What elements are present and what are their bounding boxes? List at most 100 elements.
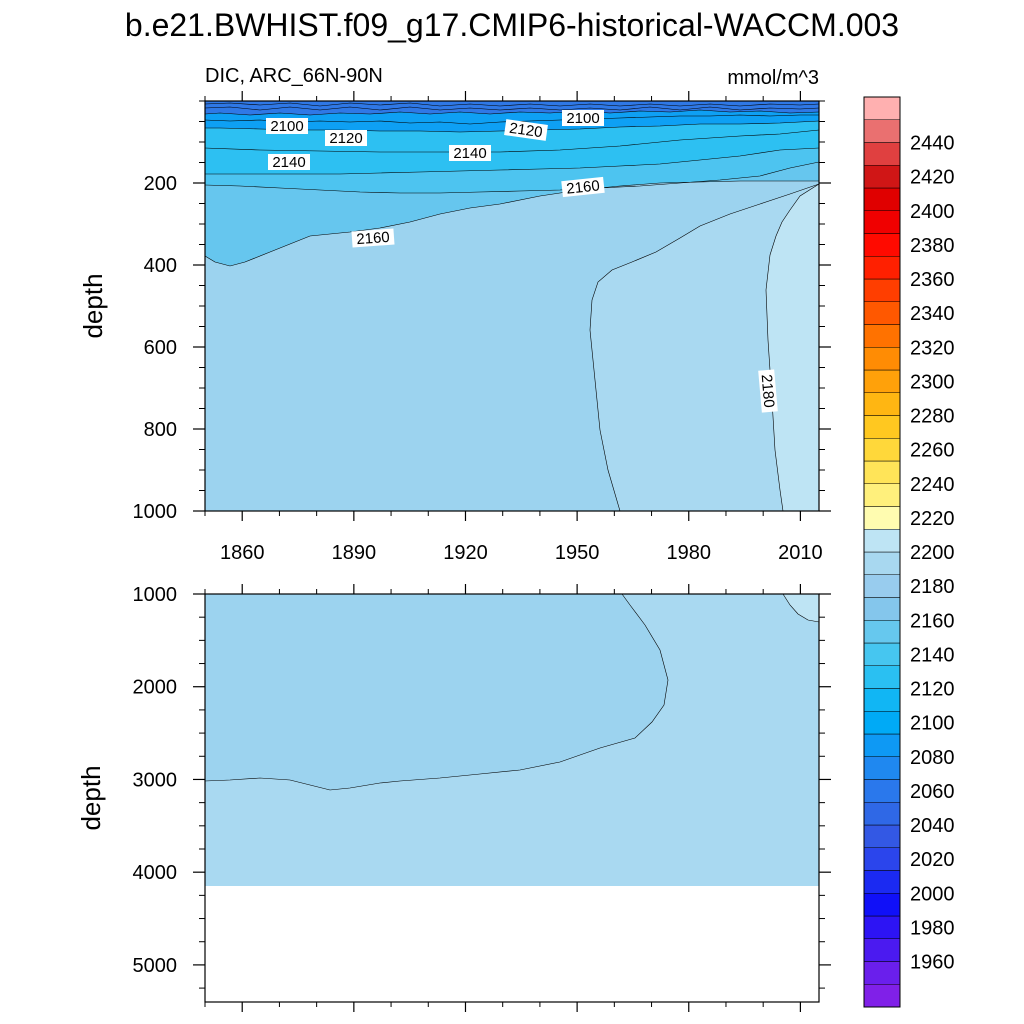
y-tick-label: 2000: [133, 677, 178, 699]
upper-contour-labels: 2100 2120 2100 2120 2140 2140 2160 2160 …: [266, 110, 778, 413]
upper-band-2185: [766, 184, 819, 511]
colorbar-label: 2300: [910, 371, 955, 393]
x-tick-label: 1860: [220, 542, 265, 564]
contour-label-2180: 2180: [758, 374, 778, 409]
colorbar-swatch: [863, 870, 901, 894]
colorbar-label: 2160: [910, 610, 955, 632]
upper-axes: 1860 1890 1920 1950 1980 2010 200 400 600 800 1000: [133, 91, 831, 564]
colorbar-swatch: [863, 551, 901, 575]
upper-band-2150: [205, 148, 819, 193]
colorbar: 1960 1980 2000 2020 2040 2060 2080 2100 2120 2140…: [863, 96, 955, 1008]
colorbar-swatch: [863, 938, 901, 962]
colorbar-swatch: [863, 324, 901, 348]
lower-axes: 1000 2000 3000 4000 5000: [133, 584, 831, 1012]
y-tick-label: 3000: [133, 769, 178, 791]
colorbar-label: 2420: [910, 167, 955, 189]
lower-missing-data: [205, 886, 819, 1002]
lower-corner-2180: [783, 594, 819, 622]
colorbar-swatch: [863, 142, 901, 166]
colorbar-swatch: [863, 802, 901, 826]
contour-label-2120-a: 2120: [329, 130, 362, 147]
colorbar-swatch: [863, 438, 901, 462]
colorbar-swatch: [863, 779, 901, 803]
colorbar-label: 2120: [910, 679, 955, 701]
colorbar-label: 2260: [910, 440, 955, 462]
x-tick-label: 2010: [778, 542, 823, 564]
contour-label-2120-b: 2120: [508, 120, 543, 141]
colorbar-swatch: [863, 119, 901, 143]
contour-label-2100-b: 2100: [566, 110, 599, 127]
colorbar-swatch: [863, 256, 901, 280]
colorbar-swatch: [863, 847, 901, 871]
colorbar-swatch: [863, 984, 901, 1008]
colorbar-swatch: [863, 483, 901, 507]
upper-panel: DIC, ARC_66N-90N mmol/m^3 2100: [133, 65, 831, 564]
colorbar-swatch: [863, 233, 901, 257]
lower-y-axis-label: depth: [76, 765, 106, 830]
x-tick-label: 1980: [667, 542, 712, 564]
colorbar-swatch: [863, 711, 901, 735]
colorbar-swatch: [863, 824, 901, 848]
colorbar-swatch: [863, 642, 901, 666]
colorbar-label: 2100: [910, 713, 955, 735]
colorbar-label: 2320: [910, 337, 955, 359]
colorbar-label: 2440: [910, 133, 955, 155]
y-tick-label: 400: [144, 255, 177, 277]
y-tick-label: 1000: [133, 584, 178, 606]
colorbar-swatch: [863, 597, 901, 621]
colorbar-swatch: [863, 733, 901, 757]
colorbar-swatch: [863, 415, 901, 439]
colorbar-swatch: [863, 392, 901, 416]
colorbar-swatch: [863, 347, 901, 371]
lower-band-2170: [205, 594, 668, 790]
colorbar-label: 2340: [910, 303, 955, 325]
contour-label-2160-a: 2160: [566, 177, 601, 197]
upper-y-axis-label: depth: [78, 273, 108, 338]
colorbar-swatch: [863, 756, 901, 780]
colorbar-swatch: [863, 96, 901, 120]
colorbar-label: 2240: [910, 474, 955, 496]
colorbar-label: 1980: [910, 917, 955, 939]
x-tick-label: 1920: [443, 542, 488, 564]
units-label: mmol/m^3: [727, 67, 819, 89]
colorbar-swatch: [863, 210, 901, 234]
y-tick-label: 4000: [133, 862, 178, 884]
colorbar-label: 2400: [910, 201, 955, 223]
upper-band-2180: [590, 184, 819, 511]
colorbar-label: 1960: [910, 952, 955, 974]
colorbar-swatch: [863, 574, 901, 598]
colorbar-label: 2060: [910, 781, 955, 803]
colorbar-swatch: [863, 893, 901, 917]
colorbar-label: 2280: [910, 406, 955, 428]
colorbar-swatch: [863, 915, 901, 939]
contour-label-2160-b: 2160: [356, 229, 390, 248]
y-tick-label: 600: [144, 337, 177, 359]
colorbar-label: 2080: [910, 747, 955, 769]
contour-label-2100-a: 2100: [270, 118, 303, 135]
colorbar-swatch: [863, 460, 901, 484]
contour-label-2140-b: 2140: [453, 145, 486, 162]
colorbar-label: 2180: [910, 576, 955, 598]
colorbar-label: 2200: [910, 542, 955, 564]
colorbar-swatch: [863, 688, 901, 712]
colorbar-swatch: [863, 301, 901, 325]
colorbar-label: 2000: [910, 883, 955, 905]
colorbar-swatch: [863, 369, 901, 393]
y-tick-label: 1000: [133, 501, 178, 523]
variable-label: DIC, ARC_66N-90N: [205, 65, 383, 87]
lower-panel: 1000 2000 3000 4000 5000: [133, 584, 831, 1012]
y-tick-label: 5000: [133, 955, 178, 977]
x-tick-label: 1890: [332, 542, 377, 564]
colorbar-label: 2380: [910, 235, 955, 257]
colorbar-label: 2140: [910, 644, 955, 666]
colorbar-swatch: [863, 961, 901, 985]
colorbar-label: 2020: [910, 849, 955, 871]
x-tick-label: 1950: [555, 542, 600, 564]
colorbar-label: 2360: [910, 269, 955, 291]
contour-label-2140-a: 2140: [272, 154, 305, 171]
colorbar-swatch: [863, 665, 901, 689]
colorbar-frame: [863, 96, 901, 1008]
colorbar-swatch: [863, 529, 901, 553]
colorbar-swatch: [863, 620, 901, 644]
